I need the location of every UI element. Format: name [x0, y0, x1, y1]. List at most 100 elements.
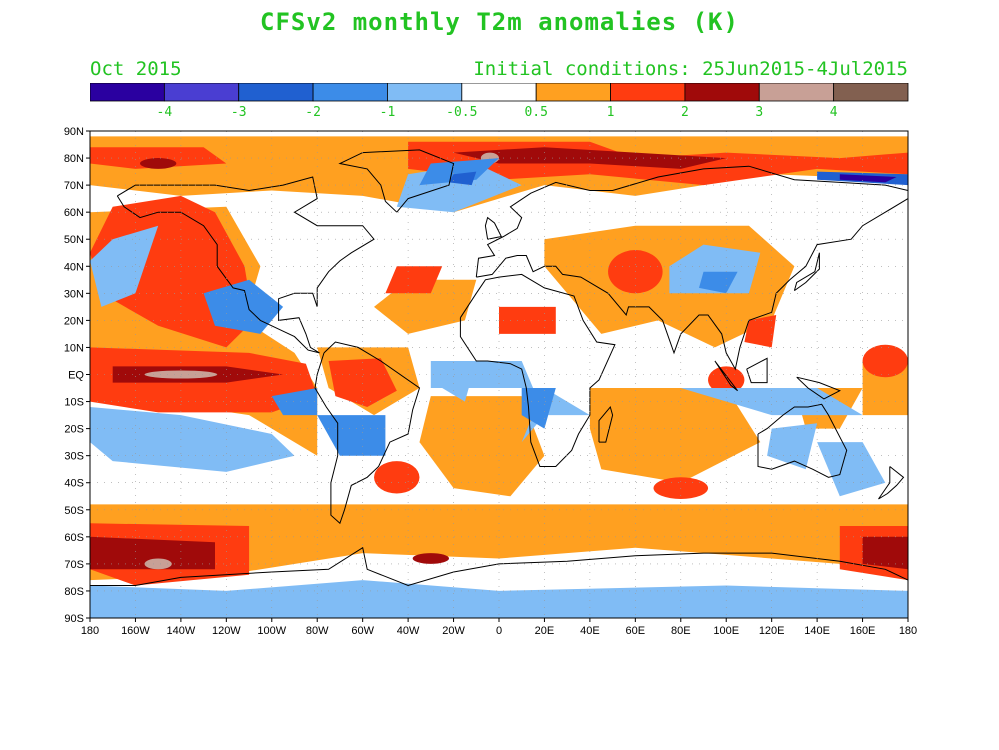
- coastline: [116, 176, 375, 354]
- coastline: [459, 273, 616, 467]
- anomaly-region: [90, 504, 908, 581]
- colorbar-legend: -4 -3 -2 -1 -0.5 0.5 1 2 3 4: [90, 83, 909, 120]
- colorbar-label: 2: [681, 105, 689, 120]
- coastline: [757, 403, 848, 478]
- anomaly-region: [744, 315, 777, 348]
- colorbar-label: -2: [305, 105, 321, 120]
- anomaly-region: [708, 366, 745, 394]
- anomaly-region: [90, 536, 215, 570]
- latitude-label: 40S: [64, 478, 84, 490]
- coastline: [314, 341, 421, 525]
- longitude-label: 20W: [442, 625, 465, 637]
- latitude-label: 30S: [64, 451, 84, 463]
- anomaly-region: [144, 370, 218, 379]
- longitude-label: 60W: [351, 625, 374, 637]
- latitude-label: 70S: [64, 559, 84, 571]
- anomaly-region: [374, 461, 420, 494]
- colorbar-label: 1: [607, 105, 615, 120]
- colorbar-label: 4: [830, 105, 838, 120]
- colorbar-label: 3: [755, 105, 763, 120]
- anomaly-region: [385, 266, 443, 294]
- latitude-label: 80S: [64, 586, 84, 598]
- anomaly-region: [271, 388, 318, 416]
- latitude-label: 50S: [64, 505, 84, 517]
- latitude-label: 60N: [64, 207, 84, 219]
- anomaly-region: [412, 553, 450, 564]
- coastline: [484, 216, 503, 240]
- latitude-label: 90S: [64, 613, 84, 625]
- colorbar-label: -0.5: [446, 105, 477, 120]
- anomaly-region: [862, 536, 908, 570]
- longitude-label: 80W: [306, 625, 329, 637]
- coastline: [746, 357, 768, 384]
- longitude-label: 80E: [671, 625, 691, 637]
- anomaly-region: [144, 558, 172, 570]
- anomaly-region: [430, 361, 534, 388]
- longitude-label: 160E: [850, 625, 876, 637]
- latitude-labels: 90N 80N 70N 60N 50N 40N 30N 20N 10N EQ 10S 20S 30S 40…: [64, 126, 90, 625]
- map-title: CFSv2 monthly T2m anomalies (K): [260, 8, 739, 36]
- coastline: [714, 360, 738, 392]
- longitude-labels: 180 160W 140W 120W 100W 80W 60W 40W 20W 0 20E 40E 60…: [81, 618, 917, 637]
- colorbar-label: 0.5: [524, 105, 547, 120]
- anomaly-region: [839, 174, 897, 183]
- anomaly-region: [419, 158, 499, 186]
- latitude-label: 10N: [64, 342, 84, 354]
- anomaly-region: [317, 415, 386, 456]
- anomaly-region: [90, 604, 908, 618]
- anomaly-region: [699, 271, 738, 294]
- latitude-label: 20S: [64, 424, 84, 436]
- anomaly-region: [862, 344, 908, 378]
- latitude-label: 10S: [64, 397, 84, 409]
- longitude-label: 40W: [397, 625, 420, 637]
- longitude-label: 140E: [804, 625, 830, 637]
- longitude-label: 120E: [759, 625, 785, 637]
- initial-conditions: Initial conditions: 25Jun2015-4Jul2015: [473, 58, 908, 80]
- anomaly-field: [90, 136, 908, 618]
- latitude-label: 50N: [64, 234, 84, 246]
- coastline: [878, 466, 905, 500]
- coastline: [475, 165, 909, 371]
- anomaly-region: [374, 279, 477, 334]
- coastline: [796, 376, 842, 400]
- latitude-label: 60S: [64, 532, 84, 544]
- longitude-label: 40E: [580, 625, 600, 637]
- anomaly-region: [90, 147, 227, 169]
- latitude-label: 80N: [64, 153, 84, 165]
- longitude-label: 160W: [121, 625, 150, 637]
- latitude-label: 20N: [64, 315, 84, 327]
- forecast-month: Oct 2015: [90, 58, 182, 80]
- coastline: [598, 405, 614, 443]
- longitude-label: 180: [81, 625, 99, 637]
- colorbar-swatch: [833, 83, 909, 102]
- anomaly-region: [90, 225, 159, 307]
- anomaly-region: [589, 388, 761, 483]
- colorbar-label: -4: [157, 105, 173, 120]
- longitude-label: 180: [899, 625, 917, 637]
- anomaly-region: [669, 244, 761, 294]
- colorbar-label: -1: [380, 105, 396, 120]
- latitude-label: EQ: [68, 370, 84, 382]
- longitude-label: 60E: [626, 625, 646, 637]
- longitude-label: 20E: [535, 625, 555, 637]
- anomaly-region: [453, 147, 727, 169]
- longitude-label: 140W: [167, 625, 196, 637]
- anomaly-region: [90, 407, 295, 472]
- longitude-label: 100W: [257, 625, 286, 637]
- longitude-label: 100E: [713, 625, 739, 637]
- anomaly-region: [817, 442, 886, 497]
- colorbar-label: -3: [231, 105, 247, 120]
- anomaly-region: [328, 358, 397, 407]
- coastline: [793, 252, 820, 292]
- latitude-label: 40N: [64, 261, 84, 273]
- anomaly-region: [139, 158, 177, 169]
- anomaly-region: [521, 388, 556, 429]
- anomaly-region: [767, 423, 818, 470]
- latitude-label: 30N: [64, 288, 84, 300]
- latitude-label: 90N: [64, 126, 84, 138]
- anomaly-region: [449, 171, 477, 186]
- longitude-label: 120W: [212, 625, 241, 637]
- latitude-label: 70N: [64, 180, 84, 192]
- anomaly-region: [499, 306, 556, 334]
